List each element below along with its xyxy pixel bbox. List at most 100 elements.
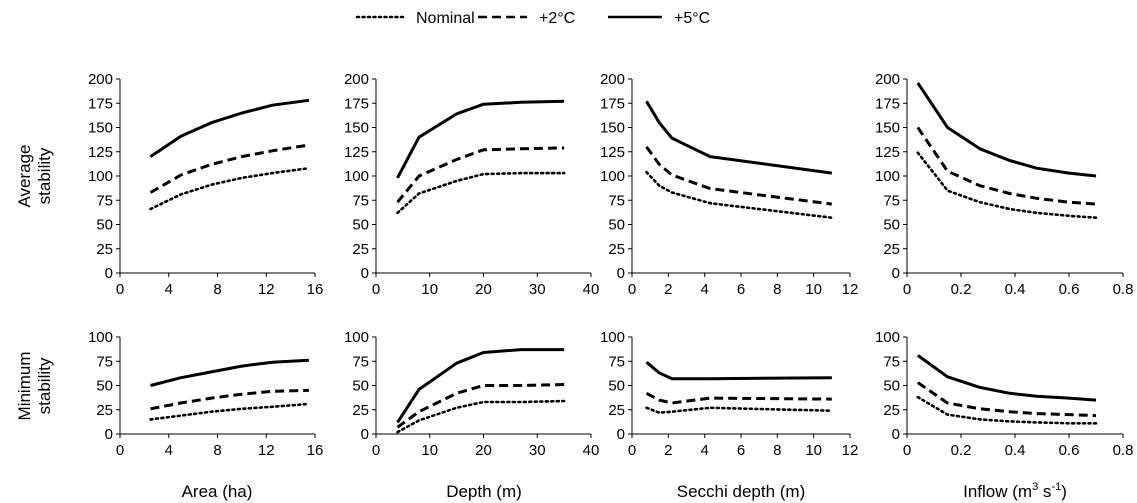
y-tick-label: 200: [875, 71, 900, 88]
x-tick-label: 0: [903, 281, 911, 298]
x-axis-label-4: Inflow (m3 s-1): [963, 481, 1067, 501]
series-line-2c: [149, 143, 310, 194]
row-label-line1: Average: [15, 144, 34, 207]
y-tick-label: 125: [344, 144, 369, 161]
x-tick-label: 0: [372, 281, 380, 298]
y-tick-label: 25: [96, 241, 113, 258]
series-line-2c: [150, 388, 309, 411]
y-tick-label: 100: [600, 329, 625, 346]
x-tick-label: 0.8: [1113, 281, 1134, 298]
y-tick-label: 75: [352, 353, 369, 370]
y-tick-label: 200: [600, 71, 625, 88]
y-tick-label: 50: [883, 217, 900, 234]
x-tick-label: 0.4: [1005, 442, 1026, 459]
series-line-nominal: [645, 170, 834, 219]
series-line-nominal: [916, 151, 1098, 219]
y-tick-label: 25: [883, 402, 900, 419]
y-tick-label: 125: [88, 144, 113, 161]
series-line-nominal: [396, 171, 566, 215]
x-axis-label-1: Area (ha): [182, 482, 253, 501]
panel-r0-c1: 0 25 50 75 100 125 150 175 200 0 10 20 30 40: [344, 71, 599, 298]
y-tick-label: 100: [344, 329, 369, 346]
y-tick-label: 0: [105, 265, 113, 282]
legend-item-5c: +5°C: [608, 10, 710, 27]
x-tick-label: 0.8: [1113, 442, 1134, 459]
x-tick-label: 4: [165, 442, 173, 459]
series-line-5c: [149, 98, 310, 158]
y-tick-label: 100: [600, 168, 625, 185]
y-tick-label: 25: [96, 402, 113, 419]
column-labels: Area (ha) Depth (m) Secchi depth (m) Inflow…: [182, 481, 1067, 501]
y-tick-label: 75: [96, 192, 113, 209]
y-tick-label: 25: [352, 241, 369, 258]
y-tick-label: 175: [875, 95, 900, 112]
series-line-2c: [645, 391, 832, 405]
series-line-5c: [916, 354, 1097, 402]
y-tick-label: 25: [608, 241, 625, 258]
series-line-5c: [645, 361, 832, 381]
series-line-nominal: [645, 406, 834, 415]
legend: Nominal +2°C +5°C: [355, 10, 710, 27]
series-line-5c: [150, 358, 309, 387]
x-tick-label: 0: [372, 442, 380, 459]
x-tick-label: 0.6: [1059, 442, 1080, 459]
x-tick-label: 12: [258, 281, 275, 298]
y-tick-label: 75: [883, 353, 900, 370]
y-tick-label: 75: [608, 353, 625, 370]
legend-label: +2°C: [539, 10, 575, 27]
series-line-5c: [396, 99, 565, 179]
x-tick-label: 8: [773, 442, 781, 459]
x-tick-label: 0: [628, 442, 636, 459]
y-tick-label: 75: [883, 192, 900, 209]
y-tick-label: 0: [892, 265, 900, 282]
y-tick-label: 100: [875, 168, 900, 185]
x-tick-label: 0.6: [1059, 281, 1080, 298]
series-line-2c: [916, 381, 1097, 418]
panel-r0-c2: 0 25 50 75 100 125 150 175 200 0 2 4 6 8 10 12: [600, 71, 858, 298]
x-tick-label: 0.2: [951, 442, 972, 459]
legend-item-2c: +2°C: [478, 10, 575, 27]
x-tick-label: 0: [116, 281, 124, 298]
row-label-minimum-stability: Minimum stability: [15, 352, 54, 421]
y-tick-label: 50: [352, 217, 369, 234]
y-tick-label: 200: [344, 71, 369, 88]
legend-label: +5°C: [674, 10, 710, 27]
panel-r1-c2: 0 25 50 75 100 0 2 4 6 8 10 12: [600, 329, 858, 459]
row-label-line2: stability: [35, 147, 54, 204]
y-tick-label: 175: [88, 95, 113, 112]
y-tick-label: 25: [883, 241, 900, 258]
y-tick-label: 0: [361, 265, 369, 282]
series-line-nominal: [149, 166, 311, 211]
y-tick-label: 0: [617, 265, 625, 282]
x-tick-label: 10: [421, 281, 438, 298]
y-tick-label: 50: [96, 217, 113, 234]
y-tick-label: 200: [88, 71, 113, 88]
y-tick-label: 75: [608, 192, 625, 209]
y-tick-label: 50: [608, 378, 625, 395]
panel-r0-c0: 0 25 50 75 100 125 150 175 200 0 4 8 12 16: [88, 71, 323, 298]
panel-r1-c3: 0 25 50 75 100 0 0.2 0.4 0.6 0.8: [875, 329, 1133, 459]
y-tick-label: 75: [96, 353, 113, 370]
row-label-line2: stability: [35, 357, 54, 414]
y-tick-label: 100: [344, 168, 369, 185]
y-tick-label: 50: [96, 378, 113, 395]
y-tick-label: 50: [608, 217, 625, 234]
y-tick-label: 50: [352, 378, 369, 395]
x-tick-label: 16: [307, 442, 324, 459]
y-tick-label: 125: [875, 144, 900, 161]
x-tick-label: 8: [773, 281, 781, 298]
x-tick-label: 30: [529, 281, 546, 298]
x-tick-label: 0.2: [951, 281, 972, 298]
x-axis-label-3: Secchi depth (m): [677, 482, 806, 501]
x-axis-label-2: Depth (m): [446, 482, 522, 501]
y-tick-label: 150: [88, 120, 113, 137]
x-tick-label: 4: [700, 442, 708, 459]
x-tick-label: 10: [421, 442, 438, 459]
x-tick-label: 12: [842, 442, 859, 459]
x-tick-label: 6: [737, 442, 745, 459]
y-tick-label: 100: [875, 329, 900, 346]
x-tick-label: 30: [529, 442, 546, 459]
y-tick-label: 25: [352, 402, 369, 419]
series-line-2c: [645, 146, 832, 206]
x-tick-label: 8: [213, 442, 221, 459]
